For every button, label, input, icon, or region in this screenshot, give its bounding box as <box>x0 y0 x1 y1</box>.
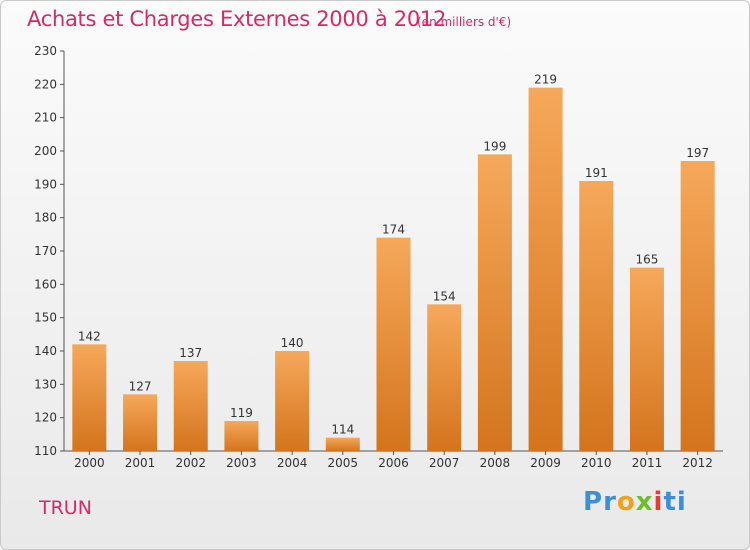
bar-value-label: 127 <box>129 379 152 393</box>
x-tick-label: 2005 <box>328 456 359 470</box>
x-tick-label: 2006 <box>378 456 409 470</box>
y-tick-label: 180 <box>34 211 57 225</box>
y-tick-label: 130 <box>34 377 57 391</box>
logo-letter: t <box>663 487 677 517</box>
logo-letter: o <box>616 487 636 517</box>
bar-value-label: 191 <box>585 166 608 180</box>
bar <box>275 351 310 451</box>
bar <box>427 304 462 451</box>
bar <box>477 154 512 452</box>
x-tick-label: 2004 <box>277 456 308 470</box>
x-tick-label: 2012 <box>682 456 713 470</box>
y-tick-label: 220 <box>34 77 57 91</box>
bar <box>579 181 614 451</box>
x-tick-label: 2000 <box>74 456 105 470</box>
logo-letter: i <box>676 487 687 517</box>
bar-value-label: 119 <box>230 406 253 420</box>
y-tick-label: 190 <box>34 177 57 191</box>
bar <box>173 361 208 451</box>
bar-value-label: 142 <box>78 329 101 343</box>
x-tick-label: 2002 <box>175 456 206 470</box>
bar-value-label: 154 <box>433 289 456 303</box>
bar-value-label: 140 <box>281 336 304 350</box>
bar <box>72 344 107 451</box>
y-tick-label: 160 <box>34 277 57 291</box>
bar-value-label: 114 <box>331 423 354 437</box>
bar <box>123 394 158 451</box>
x-tick-label: 2011 <box>632 456 663 470</box>
x-tick-label: 2001 <box>125 456 156 470</box>
y-tick-label: 140 <box>34 344 57 358</box>
x-tick-label: 2003 <box>226 456 257 470</box>
bar-value-label: 199 <box>483 139 506 153</box>
y-tick-label: 230 <box>34 44 57 58</box>
bar <box>325 437 360 451</box>
logo-letter: i <box>653 487 664 517</box>
logo-letter: r <box>603 487 617 517</box>
logo-letter: x <box>635 487 654 517</box>
y-tick-label: 200 <box>34 144 57 158</box>
x-tick-label: 2010 <box>581 456 612 470</box>
x-tick-label: 2007 <box>429 456 460 470</box>
x-tick-label: 2008 <box>480 456 511 470</box>
city-name: TRUN <box>39 497 92 519</box>
bar-value-label: 165 <box>636 253 659 267</box>
bar <box>224 421 259 451</box>
bar-value-label: 137 <box>179 346 202 360</box>
bar-value-label: 197 <box>686 146 709 160</box>
bar <box>528 87 563 452</box>
proxiti-logo: Proxiti <box>583 487 687 517</box>
bar-value-label: 219 <box>534 73 557 87</box>
y-tick-label: 170 <box>34 244 57 258</box>
y-tick-label: 210 <box>34 111 57 125</box>
bar <box>376 237 411 451</box>
y-tick-label: 150 <box>34 311 57 325</box>
x-tick-label: 2009 <box>530 456 561 470</box>
bar <box>680 161 715 451</box>
y-tick-label: 110 <box>34 444 57 458</box>
bar-value-label: 174 <box>382 223 405 237</box>
chart-title: Achats et Charges Externes 2000 à 2012 <box>27 7 447 31</box>
bar <box>629 267 664 451</box>
chart-unit: (en milliers d'€) <box>417 15 512 29</box>
logo-letter: P <box>583 487 604 517</box>
y-tick-label: 120 <box>34 411 57 425</box>
